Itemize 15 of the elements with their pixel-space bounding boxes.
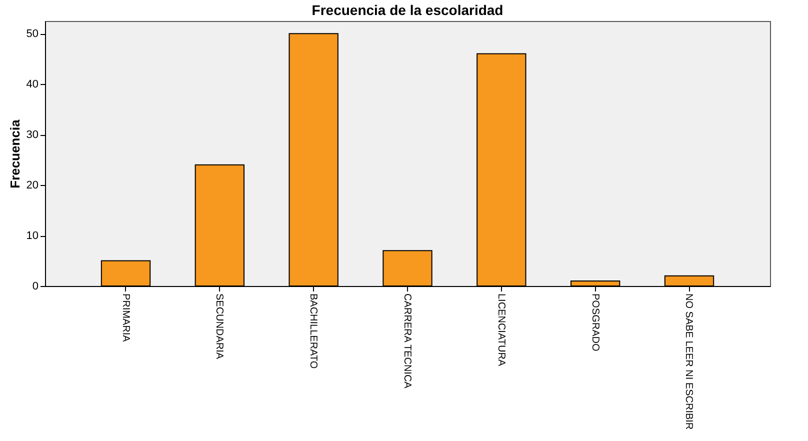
y-axis-title: Frecuencia xyxy=(7,118,22,188)
y-tick-label: 30 xyxy=(26,129,38,142)
x-tick-label: LICENCIATURA xyxy=(495,294,506,366)
chart-title: Frecuencia de la escolaridad xyxy=(312,2,504,18)
y-tick-label: 20 xyxy=(26,180,38,192)
x-tick-label: BACHILLERATO xyxy=(308,294,319,369)
x-tick-label: NO SABE LEER NI ESCRIBIR xyxy=(683,294,694,430)
x-tick-label: PRIMARIA xyxy=(120,294,131,342)
x-tick-label: POSGRADO xyxy=(589,294,600,352)
x-tick-label: CARRERA TECNICA xyxy=(402,294,412,389)
x-tick-label: SECUNDARIA xyxy=(214,294,225,360)
y-tick-label: 50 xyxy=(26,28,38,40)
y-tick-label: 40 xyxy=(26,78,38,91)
y-tick-label: 10 xyxy=(26,230,38,242)
y-tick-label: 0 xyxy=(32,280,38,292)
